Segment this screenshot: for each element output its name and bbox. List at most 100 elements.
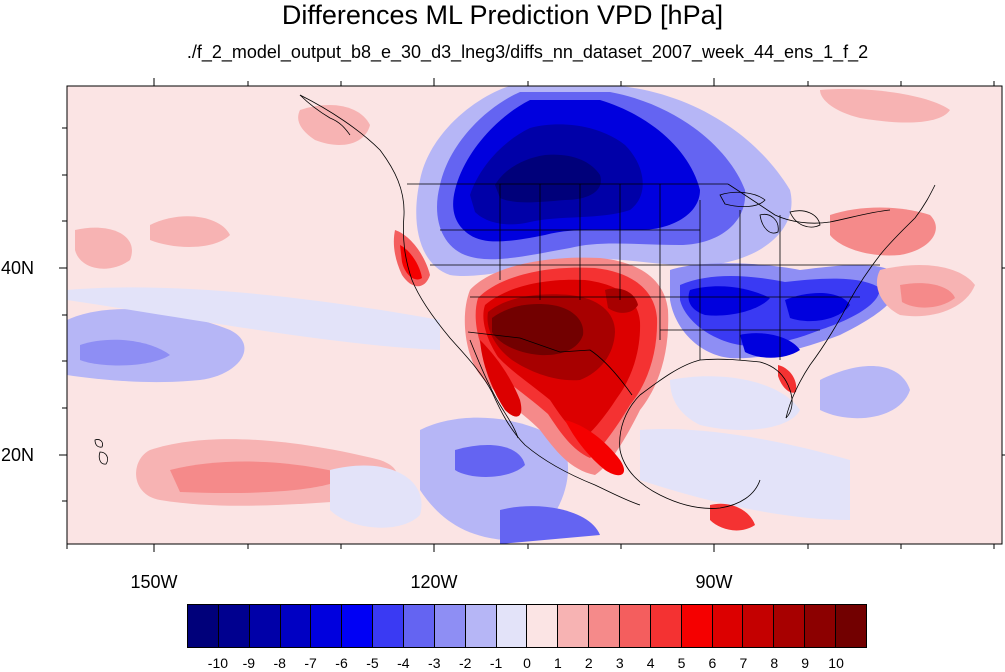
pacific-positive-core: [170, 461, 350, 494]
baja-coastline: [469, 339, 519, 439]
lat-minor-ticks-left: [62, 127, 67, 502]
alaska-positive-region: [298, 105, 370, 145]
pacific-negative-light: [67, 287, 440, 350]
colorbar-tick-label: -3: [428, 655, 441, 671]
mexico-negative-core: [455, 445, 525, 477]
colorbar-swatch: [589, 605, 621, 647]
colorbar-swatch: [620, 605, 651, 647]
pacific-positive-patch: [75, 227, 132, 269]
colorbar-swatch: [496, 605, 528, 647]
florida-panhandle-negative: [740, 333, 800, 358]
lon-minor-ticks-top: [247, 81, 995, 86]
atlantic-negative-region: [820, 366, 910, 419]
colorbar-tick-label: 7: [739, 655, 748, 671]
colorbar-swatch: [712, 605, 744, 647]
colorbar-labels: -10 -9 -8 -7 -6 -5 -4 -3 -2 -1 0 1 2 3 4 5 6 7 8 9 10: [0, 655, 1005, 672]
colorbar-tick-label: -1: [489, 655, 503, 671]
colorbar-swatch: [465, 605, 497, 647]
yucatan-positive: [710, 503, 755, 531]
hudson-positive-region: [820, 89, 950, 123]
colorbar-tick-label: 3: [615, 655, 624, 671]
west-coastline: [299, 94, 641, 506]
lat-label-40n: 40N: [1, 258, 35, 278]
lon-label-120w: 120W: [410, 572, 458, 592]
lake-michigan: [759, 213, 779, 234]
map-svg: [59, 78, 1005, 552]
colorbar-swatch: [404, 605, 435, 647]
lake-superior: [719, 191, 766, 208]
southeast-negative-core-2: [785, 293, 850, 322]
colorbar-tick-label: 1: [554, 655, 562, 671]
gulf-negative-light: [670, 376, 800, 430]
colorbar-tick-label: 2: [584, 655, 593, 671]
mexico-positive-tail: [565, 420, 625, 476]
mexico-negative-core-2: [500, 506, 600, 544]
mexico-east-coastline: [619, 394, 761, 509]
colorbar-tick-label: 0: [523, 655, 531, 671]
colorbar-swatch: [743, 605, 775, 647]
southeast-negative-core: [688, 286, 770, 316]
tick-group: [59, 78, 1005, 552]
colorbar-tick-label: 9: [801, 655, 810, 671]
hawaii-big-island: [98, 451, 108, 465]
colorbar-swatch: [311, 605, 343, 647]
colorbar-tick-label: 10: [828, 655, 844, 671]
northern-negative-peak: [495, 154, 601, 203]
great-lakes-border: [727, 183, 891, 224]
lon-major-ticks-bottom: [153, 544, 715, 552]
lon-label-90w: 90W: [695, 572, 733, 592]
colorbar-swatch: [558, 605, 590, 647]
colorbar-tick-label: -5: [366, 655, 379, 671]
colorbar-swatch: [434, 605, 466, 647]
lake-huron: [789, 210, 821, 228]
colorbar-swatch: [280, 605, 312, 647]
southwest-positive-peak: [492, 304, 584, 356]
colorbar-swatch: [218, 605, 250, 647]
colorbar-tick-label: 4: [646, 655, 655, 671]
lon-major-ticks-top: [153, 78, 715, 86]
colorbar-tick-label: -6: [335, 655, 348, 671]
colorbar-tick-label: -8: [273, 655, 286, 671]
colorbar-swatch: [836, 605, 866, 647]
lon-label-150w: 150W: [130, 572, 178, 592]
figure-title: Differences ML Prediction VPD [hPa]: [281, 0, 724, 30]
colorbar-tick-label: -4: [397, 655, 410, 671]
east-coastline: [785, 184, 936, 419]
colorbar-swatch: [249, 605, 281, 647]
pacific-negative-core: [80, 339, 170, 366]
colorbar-tick-label: -2: [458, 655, 472, 671]
lon-minor-ticks-bottom: [66, 544, 995, 549]
northeast-positive-region: [830, 207, 936, 256]
colorbar-tick-label: -9: [242, 655, 256, 671]
colorbar-swatch: [527, 605, 559, 647]
map-field: [67, 86, 1002, 544]
colorbar-swatch: [188, 605, 219, 647]
colorbar-tick-label: 5: [677, 655, 686, 671]
colorbar-swatch: [342, 605, 374, 647]
coastline-group: [94, 94, 936, 509]
pacific-light-negative: [330, 465, 422, 528]
alaska-coastline: [299, 94, 351, 136]
colorbar-swatch: [650, 605, 682, 647]
colorbar: [187, 604, 867, 648]
colorbar-swatch: [681, 605, 713, 647]
baja-positive: [480, 340, 522, 417]
colorbar-swatch: [805, 605, 837, 647]
texas-positive-core: [605, 288, 638, 313]
lat-major-ticks-left: [59, 267, 67, 456]
us-mexico-border: [467, 331, 633, 396]
figure-subtitle: ./f_2_model_output_b8_e_30_d3_lneg3/diff…: [186, 42, 869, 62]
map-container: [59, 78, 1005, 552]
colorbar-tick-label: 6: [708, 655, 717, 671]
caribbean-negative-light: [640, 429, 850, 520]
florida-positive: [778, 365, 797, 393]
colorbar-tick-label: 8: [770, 655, 779, 671]
colorbar-tick-label: -10: [207, 655, 229, 671]
lat-label-20n: 20N: [1, 445, 35, 465]
atlantic-positive-core: [900, 283, 955, 308]
hawaii-island: [94, 439, 103, 448]
colorbar-swatch: [373, 605, 405, 647]
colorbar-swatch: [774, 605, 806, 647]
pacific-positive-patch-2: [150, 216, 230, 247]
colorbar-tick-label: -7: [304, 655, 317, 671]
